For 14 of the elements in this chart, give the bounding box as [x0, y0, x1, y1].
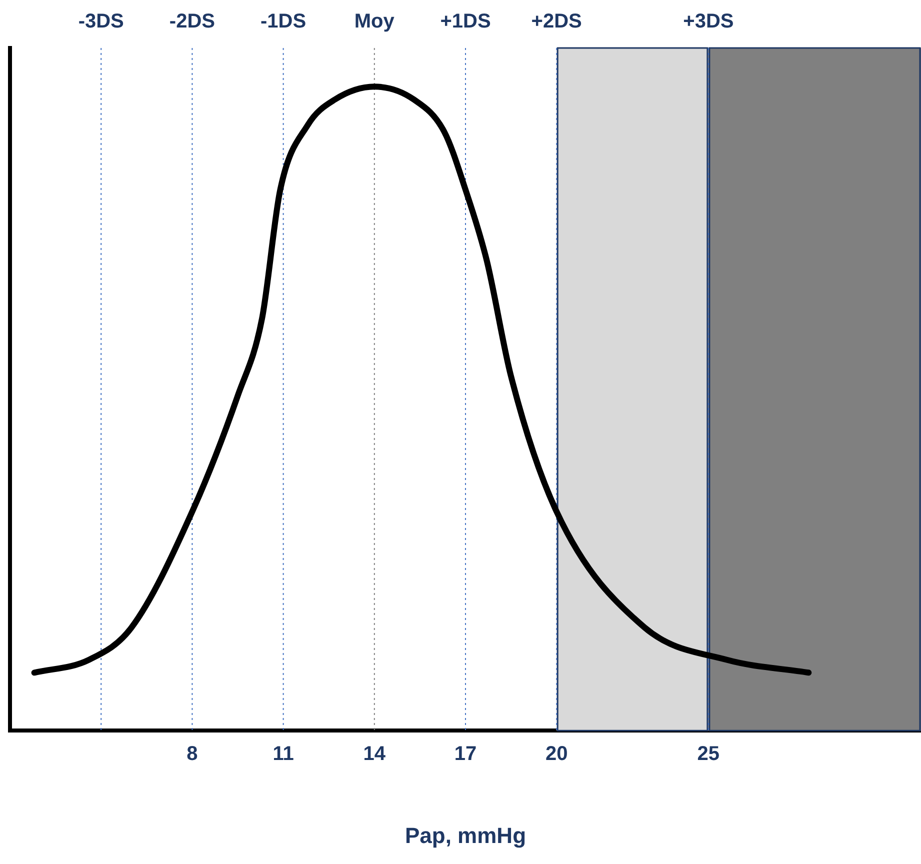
ref-line-label: +2DS: [531, 10, 582, 33]
ref-line-label: Moy: [354, 10, 396, 33]
ref-line-label: -3DS: [78, 10, 124, 33]
x-tick-label: 20: [545, 743, 568, 766]
ref-line-label: +3DS: [683, 10, 734, 33]
x-axis-title: Pap, mmHg: [404, 822, 526, 848]
x-tick-label: 17: [454, 743, 477, 766]
x-tick-label: 25: [697, 743, 720, 766]
ref-line-label: +1DS: [440, 10, 491, 33]
x-tick-label: 8: [186, 743, 198, 766]
ref-line-label: -1DS: [260, 10, 306, 33]
x-tick-label: 14: [363, 743, 386, 766]
ref-line-label: -2DS: [169, 10, 215, 33]
x-tick-label: 11: [272, 743, 294, 766]
